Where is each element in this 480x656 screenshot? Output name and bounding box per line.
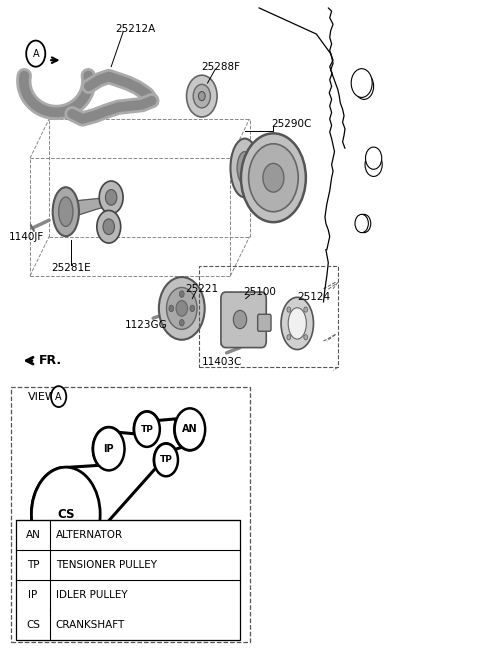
Text: AN: AN <box>182 424 198 434</box>
Ellipse shape <box>53 187 79 236</box>
Circle shape <box>103 219 115 235</box>
Ellipse shape <box>288 308 306 339</box>
Circle shape <box>180 319 184 326</box>
Text: 25212A: 25212A <box>115 24 155 34</box>
Text: A: A <box>33 49 39 58</box>
Circle shape <box>199 92 205 100</box>
FancyBboxPatch shape <box>11 387 250 642</box>
Circle shape <box>358 215 371 233</box>
Text: 25100: 25100 <box>244 287 276 297</box>
Circle shape <box>154 443 178 476</box>
Text: 25221: 25221 <box>185 284 218 294</box>
Circle shape <box>287 335 291 340</box>
Text: TENSIONER PULLEY: TENSIONER PULLEY <box>56 560 157 570</box>
Circle shape <box>187 75 217 117</box>
Circle shape <box>304 335 308 340</box>
Circle shape <box>176 300 188 316</box>
Text: 1123GG: 1123GG <box>125 320 168 331</box>
FancyBboxPatch shape <box>258 314 271 331</box>
Circle shape <box>159 277 204 340</box>
Text: ALTERNATOR: ALTERNATOR <box>56 530 123 540</box>
Circle shape <box>99 181 123 214</box>
Circle shape <box>365 147 382 169</box>
Text: 25288F: 25288F <box>202 62 240 72</box>
FancyBboxPatch shape <box>16 520 240 640</box>
Text: 25124: 25124 <box>298 292 331 302</box>
Circle shape <box>175 408 205 450</box>
Text: TP: TP <box>141 424 154 434</box>
Circle shape <box>249 144 298 212</box>
Text: CS: CS <box>26 620 40 630</box>
Circle shape <box>233 310 247 329</box>
Circle shape <box>304 307 308 312</box>
Text: FR.: FR. <box>38 354 62 367</box>
Circle shape <box>190 305 195 312</box>
Circle shape <box>106 190 117 205</box>
Circle shape <box>355 215 368 233</box>
Ellipse shape <box>230 138 259 197</box>
Circle shape <box>93 427 124 470</box>
Text: VIEW: VIEW <box>28 392 57 401</box>
Text: TP: TP <box>26 560 39 570</box>
Circle shape <box>134 411 160 447</box>
Circle shape <box>51 386 66 407</box>
Ellipse shape <box>281 297 313 350</box>
Text: IP: IP <box>28 590 37 600</box>
Text: 11403C: 11403C <box>202 357 242 367</box>
Text: AN: AN <box>25 530 40 540</box>
Text: IDLER PULLEY: IDLER PULLEY <box>56 590 127 600</box>
Circle shape <box>193 85 210 108</box>
Circle shape <box>180 291 184 297</box>
Circle shape <box>97 211 120 243</box>
Circle shape <box>169 305 174 312</box>
Circle shape <box>26 41 45 67</box>
Ellipse shape <box>237 152 252 184</box>
Text: A: A <box>55 392 62 401</box>
Text: IP: IP <box>104 444 114 454</box>
Circle shape <box>32 467 100 561</box>
Circle shape <box>355 73 373 99</box>
FancyBboxPatch shape <box>221 292 266 348</box>
Text: 25281E: 25281E <box>51 263 90 273</box>
Circle shape <box>287 307 291 312</box>
Circle shape <box>351 69 372 97</box>
Text: TP: TP <box>159 455 172 464</box>
Polygon shape <box>59 197 120 227</box>
Circle shape <box>167 287 197 329</box>
Text: CRANKSHAFT: CRANKSHAFT <box>56 620 125 630</box>
Ellipse shape <box>59 197 73 226</box>
Text: CS: CS <box>57 508 74 521</box>
Circle shape <box>365 153 382 176</box>
Text: 1140JF: 1140JF <box>9 232 44 241</box>
Circle shape <box>263 163 284 192</box>
Text: 25290C: 25290C <box>271 119 312 129</box>
Circle shape <box>241 133 306 222</box>
